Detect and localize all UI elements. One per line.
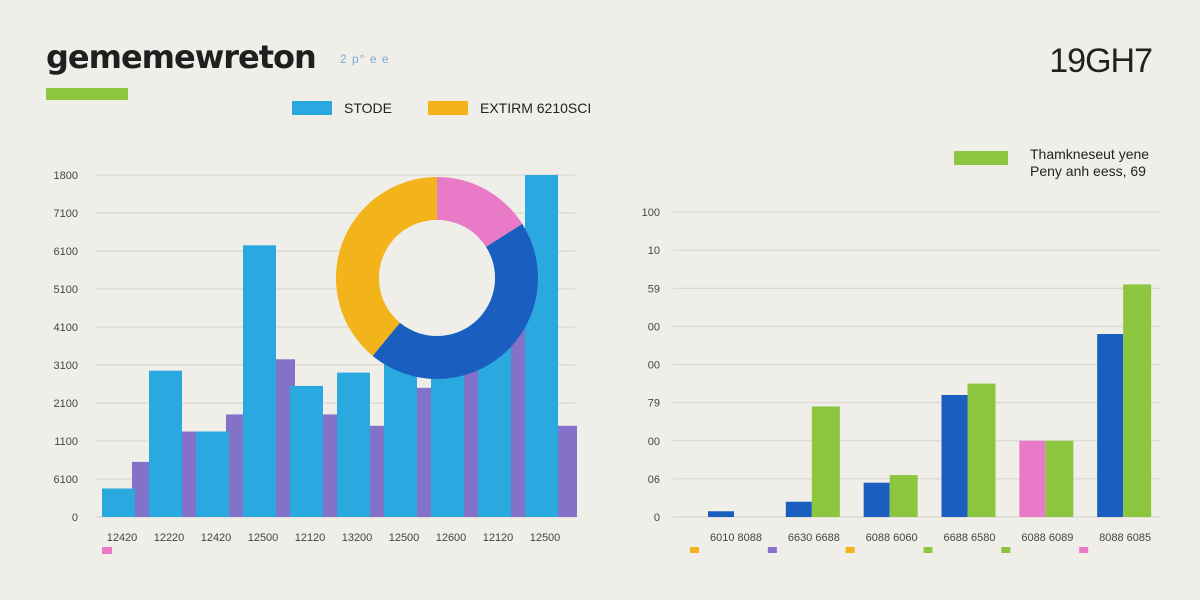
left-bar-series-1 [196, 431, 229, 517]
donut-hole [379, 220, 495, 336]
left-bar-series-1 [149, 370, 182, 517]
right-legend-marker [1079, 547, 1089, 553]
right-bar-series-a [863, 482, 890, 517]
left-y-tick-label: 1800 [54, 170, 78, 182]
right-bar-series-a [708, 511, 734, 517]
left-x-tick-label: 12420 [201, 532, 232, 544]
left-x-tick-label: 13200 [342, 532, 373, 544]
right-y-tick-label: 00 [648, 360, 660, 372]
left-legend-marker [102, 547, 112, 554]
left-bar-series-1 [102, 488, 135, 517]
left-bar-series-2 [461, 365, 483, 517]
legend-label-extirm: EXTIRM 6210SCI [479, 100, 592, 116]
right-legend-marker [923, 547, 933, 553]
right-bar-series-b [967, 383, 996, 517]
left-y-tick-label: 5100 [54, 284, 78, 296]
donut-slice [372, 223, 538, 379]
left-y-tick-label: 0 [72, 512, 78, 524]
legend-swatch-stode [292, 101, 332, 115]
page-title: gememewreton [46, 38, 317, 76]
left-bar-series-1 [525, 175, 558, 517]
left-bar-series-2 [320, 414, 342, 517]
left-y-tick-label: 4100 [54, 322, 78, 334]
left-y-tick-label: 3100 [54, 360, 78, 372]
legend-swatch-extirm [427, 101, 468, 115]
left-x-tick-label: 12120 [295, 532, 326, 544]
right-bar-series-b [811, 406, 840, 517]
right-bar-series-b [1045, 440, 1074, 517]
right-legend-line-2: Peny anh eess, 69 [1030, 163, 1146, 179]
right-y-tick-label: 79 [648, 398, 660, 410]
left-bar-series-2 [226, 414, 248, 517]
left-bar-series-2 [273, 359, 295, 517]
left-bar-series-2 [555, 425, 577, 517]
right-x-tick-label: 6688 6580 [944, 532, 996, 544]
left-bar-series-2 [367, 425, 389, 517]
right-legend-text: Thamkneseut yene Peny anh eess, 69 [1030, 146, 1149, 180]
left-bar-series-1 [290, 385, 323, 517]
left-bar-series-1 [337, 372, 370, 517]
left-y-tick-label: 1100 [54, 436, 78, 448]
right-y-tick-label: 06 [648, 474, 660, 486]
right-y-tick-label: 00 [648, 436, 660, 448]
right-bar-series-a [1019, 440, 1046, 517]
right-x-tick-label: 6088 6060 [866, 532, 918, 544]
left-bar-series-1 [243, 245, 276, 518]
right-legend-swatch [954, 151, 1008, 165]
left-bar-series-2 [508, 319, 530, 517]
right-legend: Thamkneseut yene Peny anh eess, 69 [954, 146, 1149, 180]
right-bar-series-b [889, 475, 918, 517]
right-y-tick-label: 59 [648, 283, 660, 295]
left-bar-series-2 [414, 387, 436, 517]
left-x-tick-label: 12120 [483, 532, 514, 544]
right-legend-marker [1001, 547, 1011, 553]
left-x-tick-label: 12500 [530, 532, 561, 544]
legend-item-stode: STODE [292, 100, 392, 116]
title-accent-bar [46, 88, 128, 100]
right-y-tick-label: 100 [642, 207, 660, 219]
right-x-tick-label: 6088 6089 [1021, 532, 1073, 544]
right-bar-series-a [785, 501, 812, 517]
right-y-tick-label: 00 [648, 321, 660, 333]
left-x-tick-label: 12500 [389, 532, 420, 544]
right-legend-marker [767, 547, 777, 553]
left-x-tick-label: 12220 [154, 532, 185, 544]
left-y-tick-label: 6100 [54, 474, 78, 486]
right-x-tick-label: 8088 6085 [1099, 532, 1151, 544]
top-legend: STODE EXTIRM 6210SCI [292, 100, 615, 116]
page-subtitle: 2 p° e e [340, 52, 390, 66]
left-y-tick-label: 2100 [54, 398, 78, 410]
left-bar-series-2 [179, 431, 201, 517]
right-x-tick-label: 6010 8088 [710, 532, 762, 544]
right-x-tick-label: 6630 6688 [788, 532, 840, 544]
right-bar-series-b [1123, 284, 1152, 517]
left-bar-series-2 [132, 461, 154, 517]
left-y-tick-label: 7100 [54, 208, 78, 220]
right-legend-line-1: Thamkneseut yene [1030, 146, 1150, 162]
right-y-tick-label: 10 [648, 245, 660, 257]
corner-code: 19GH7 [1049, 42, 1153, 80]
donut-slice [335, 177, 437, 356]
legend-label-stode: STODE [344, 100, 392, 116]
right-bar-series-a [1097, 334, 1124, 517]
right-legend-marker [845, 547, 855, 553]
left-x-tick-label: 12500 [248, 532, 279, 544]
right-legend-marker [690, 547, 699, 553]
right-bar-series-a [941, 395, 968, 517]
left-x-tick-label: 12420 [107, 532, 138, 544]
donut-slice [437, 177, 523, 247]
left-y-tick-label: 6100 [54, 246, 78, 258]
left-x-tick-label: 12600 [436, 532, 467, 544]
right-y-tick-label: 0 [654, 512, 660, 524]
legend-item-extirm: EXTIRM 6210SCI [427, 100, 592, 116]
